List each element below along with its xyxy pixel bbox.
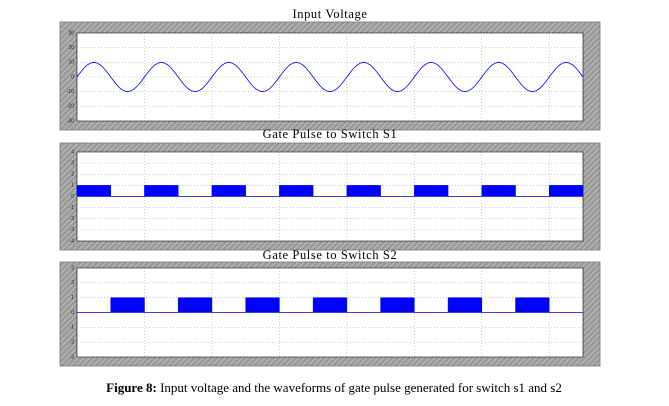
pulse-area [77, 297, 583, 313]
caption-label: Figure 8: [106, 380, 157, 395]
y-tick-label: -3 [70, 227, 75, 233]
y-tick-label: 0 [71, 194, 74, 200]
y-tick-label: -1 [70, 325, 75, 331]
y-tick-label: -3 [70, 354, 75, 360]
y-tick-label: 3 [71, 265, 74, 271]
y-tick-label: -30 [67, 118, 74, 124]
caption-text: Input voltage and the waveforms of gate … [160, 380, 562, 395]
y-tick-label: 0 [71, 310, 74, 316]
y-tick-label: 0 [71, 74, 74, 80]
chart-title: Gate Pulse to Switch S1 [263, 127, 398, 141]
y-tick-label: 10 [68, 60, 74, 66]
caption: Figure 8: Input voltage and the waveform… [106, 380, 562, 395]
y-tick-label: -4 [70, 238, 75, 244]
y-tick-label: -2 [70, 339, 75, 345]
y-tick-label: -10 [67, 89, 74, 95]
y-tick-label: -20 [67, 104, 74, 110]
pulse-area [76, 185, 584, 197]
chart-title: Input Voltage [292, 7, 367, 21]
y-tick-label: 4 [71, 149, 74, 155]
y-tick-label: 3 [71, 160, 74, 166]
y-tick-label: -1 [70, 205, 75, 211]
y-tick-label: 2 [71, 172, 74, 178]
y-tick-label: 2 [71, 280, 74, 286]
chart-title: Gate Pulse to Switch S2 [263, 248, 398, 262]
y-tick-label: 1 [71, 183, 74, 189]
y-tick-label: 1 [71, 295, 74, 301]
y-tick-label: 30 [68, 30, 74, 36]
y-tick-label: -2 [70, 216, 75, 222]
line-series [76, 61, 584, 93]
y-tick-label: 20 [68, 45, 74, 51]
